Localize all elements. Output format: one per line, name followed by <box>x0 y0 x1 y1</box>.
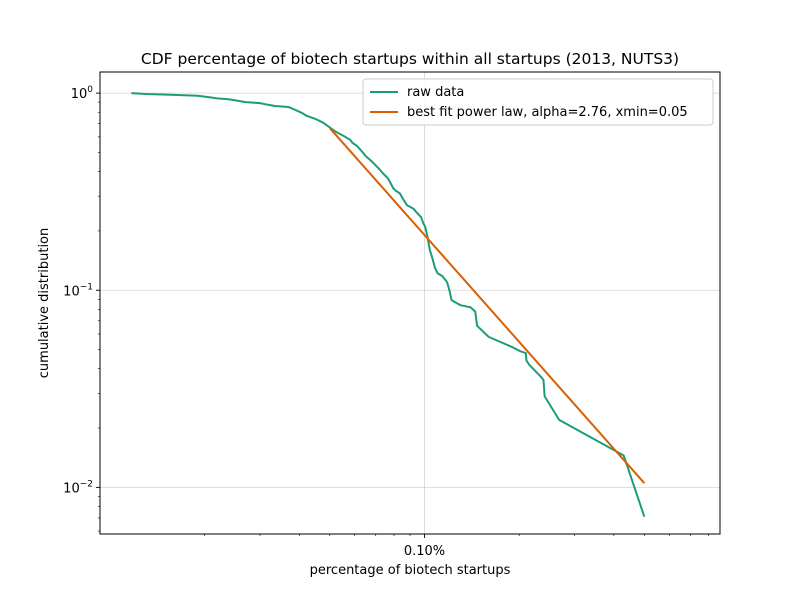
chart-title: CDF percentage of biotech startups withi… <box>141 50 679 68</box>
x-tick-label: 0.10% <box>404 544 445 559</box>
legend: raw data best fit power law, alpha=2.76,… <box>363 79 713 125</box>
x-axis-label: percentage of biotech startups <box>310 563 511 578</box>
y-axis-label: cumulative distribution <box>37 228 52 378</box>
legend-label-raw-data: raw data <box>407 85 464 100</box>
legend-label-power-law: best fit power law, alpha=2.76, xmin=0.0… <box>407 105 688 120</box>
